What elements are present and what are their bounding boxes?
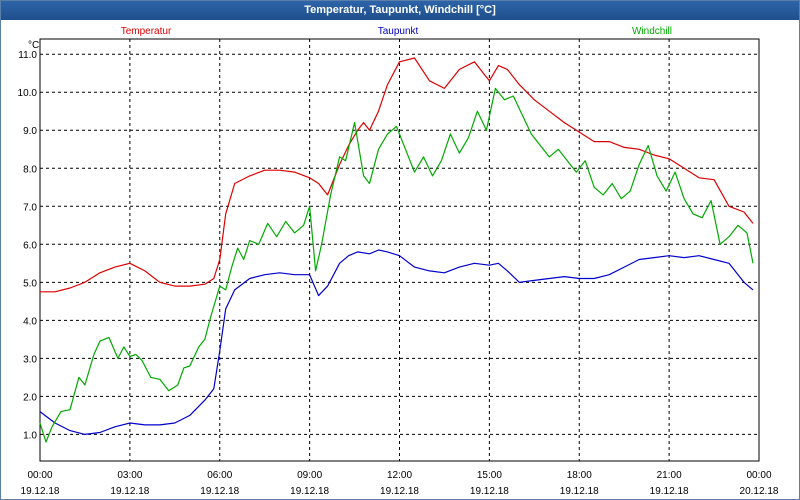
chart-title: Temperatur, Taupunkt, Windchill [°C] bbox=[1, 1, 799, 20]
series-line-temperatur bbox=[40, 57, 754, 293]
x-tick-time: 12:00 bbox=[387, 470, 412, 481]
legend-windchill: Windchill bbox=[632, 26, 672, 37]
legend-temperatur: Temperatur bbox=[121, 26, 172, 37]
x-tick-time: 18:00 bbox=[567, 470, 592, 481]
y-tick-label: 11.0 bbox=[18, 50, 37, 61]
y-tick-label: 2.0 bbox=[23, 392, 37, 403]
x-tick-time: 15:00 bbox=[477, 470, 502, 481]
x-tick-time: 03:00 bbox=[117, 470, 142, 481]
y-tick-label: 10.0 bbox=[18, 88, 38, 99]
x-tick-time: 21:00 bbox=[657, 470, 682, 481]
y-axis-label: °C bbox=[28, 40, 39, 51]
x-tick-time: 00:00 bbox=[27, 470, 52, 481]
y-tick-label: 5.0 bbox=[23, 278, 37, 289]
x-tick-date: 19.12.18 bbox=[650, 486, 689, 497]
x-tick-date: 19.12.18 bbox=[290, 486, 329, 497]
series-line-taupunkt bbox=[39, 249, 754, 435]
series-line-windchill bbox=[39, 87, 754, 443]
x-tick-date: 19.12.18 bbox=[110, 486, 149, 497]
legend-taupunkt: Taupunkt bbox=[378, 26, 419, 37]
x-tick-date: 19.12.18 bbox=[200, 486, 239, 497]
x-tick-date: 19.12.18 bbox=[560, 486, 599, 497]
x-tick-time: 09:00 bbox=[297, 470, 322, 481]
y-tick-label: 9.0 bbox=[23, 126, 37, 137]
x-tick-date: 20.12.18 bbox=[740, 486, 779, 497]
x-tick-date: 19.12.18 bbox=[470, 486, 509, 497]
y-tick-label: 8.0 bbox=[23, 164, 37, 175]
y-tick-label: 1.0 bbox=[23, 430, 37, 441]
x-tick-date: 19.12.18 bbox=[380, 486, 419, 497]
x-tick-time: 00:00 bbox=[746, 470, 771, 481]
y-tick-label: 3.0 bbox=[23, 354, 37, 365]
y-tick-label: 7.0 bbox=[23, 202, 37, 213]
x-tick-time: 06:00 bbox=[207, 470, 232, 481]
y-tick-label: 6.0 bbox=[23, 240, 37, 251]
x-tick-date: 19.12.18 bbox=[21, 486, 60, 497]
y-tick-label: 4.0 bbox=[23, 316, 37, 327]
